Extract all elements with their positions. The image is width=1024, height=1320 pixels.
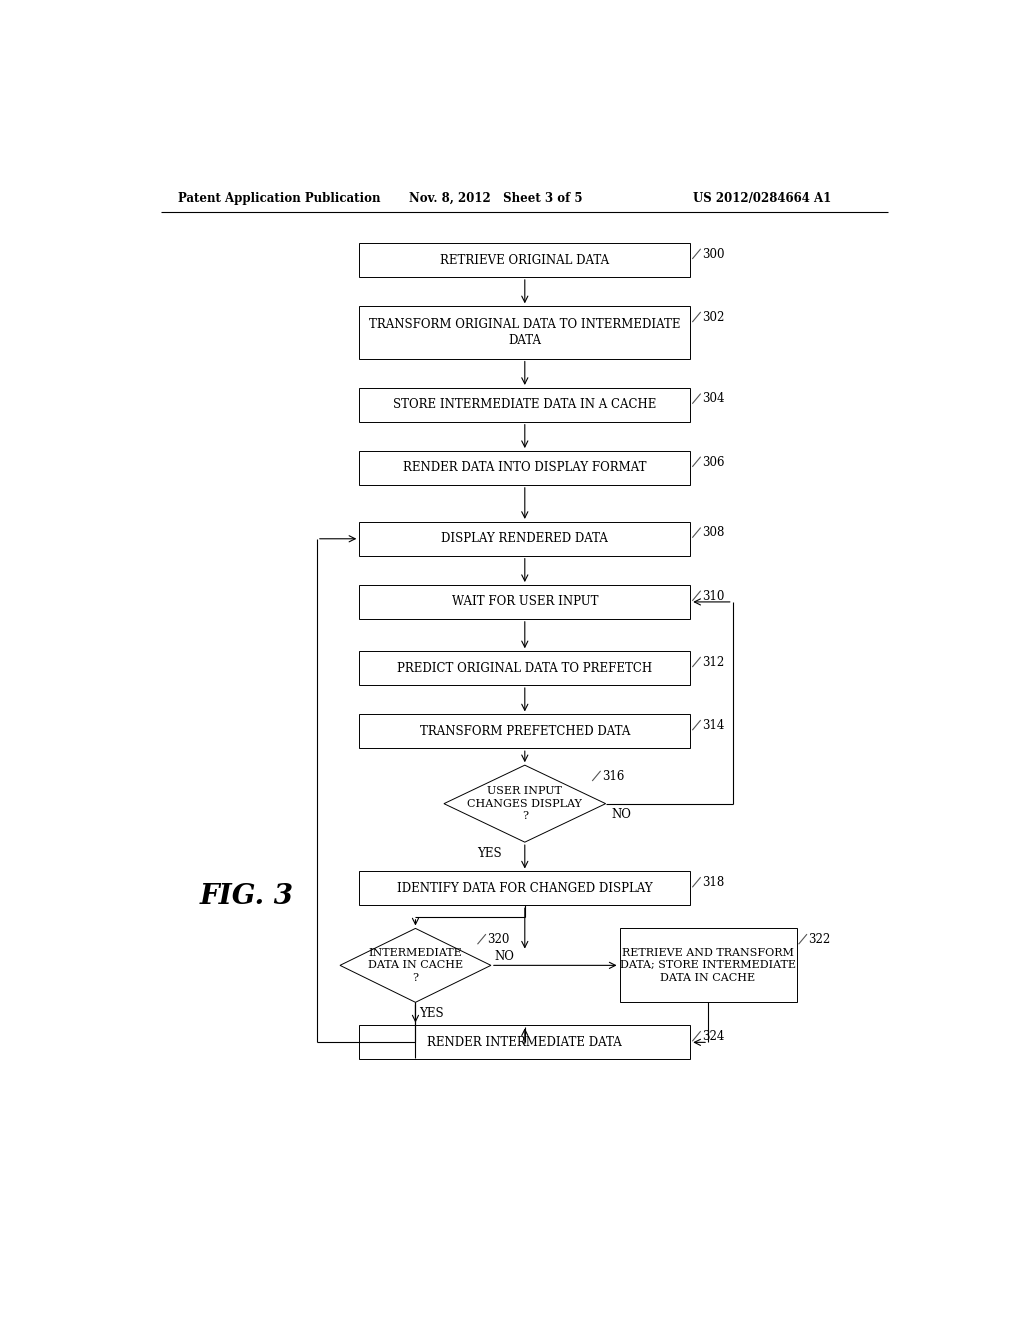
Text: RETRIEVE AND TRANSFORM
DATA; STORE INTERMEDIATE
DATA IN CACHE: RETRIEVE AND TRANSFORM DATA; STORE INTER… [621,948,796,983]
Text: NO: NO [611,808,632,821]
Bar [359,521,690,556]
Text: IDENTIFY DATA FOR CHANGED DISPLAY: IDENTIFY DATA FOR CHANGED DISPLAY [397,882,652,895]
Text: Nov. 8, 2012   Sheet 3 of 5: Nov. 8, 2012 Sheet 3 of 5 [410,191,583,205]
Text: RENDER INTERMEDIATE DATA: RENDER INTERMEDIATE DATA [427,1036,623,1049]
Bar [359,714,690,748]
Text: 314: 314 [701,719,724,733]
Bar [359,1026,690,1059]
Text: 306: 306 [701,455,724,469]
Text: USER INPUT
CHANGES DISPLAY
?: USER INPUT CHANGES DISPLAY ? [467,787,583,821]
Text: YES: YES [419,1007,444,1020]
Text: 312: 312 [701,656,724,669]
Bar [359,388,690,422]
Text: 318: 318 [701,876,724,890]
Bar [359,306,690,359]
Text: 320: 320 [487,933,510,946]
Text: RENDER DATA INTO DISPLAY FORMAT: RENDER DATA INTO DISPLAY FORMAT [403,462,646,474]
Text: YES: YES [477,847,502,861]
Text: 324: 324 [701,1030,724,1043]
Bar [359,585,690,619]
Text: 304: 304 [701,392,724,405]
Text: STORE INTERMEDIATE DATA IN A CACHE: STORE INTERMEDIATE DATA IN A CACHE [393,399,656,412]
Polygon shape [444,766,605,842]
Text: NO: NO [495,949,515,962]
Bar [359,871,690,906]
Text: PREDICT ORIGINAL DATA TO PREFETCH: PREDICT ORIGINAL DATA TO PREFETCH [397,661,652,675]
Text: 310: 310 [701,590,724,603]
Text: 300: 300 [701,248,724,261]
Text: DISPLAY RENDERED DATA: DISPLAY RENDERED DATA [441,532,608,545]
Polygon shape [340,928,490,1002]
Text: RETRIEVE ORIGINAL DATA: RETRIEVE ORIGINAL DATA [440,253,609,267]
Text: TRANSFORM ORIGINAL DATA TO INTERMEDIATE
DATA: TRANSFORM ORIGINAL DATA TO INTERMEDIATE … [369,318,681,347]
Text: 308: 308 [701,527,724,540]
Text: US 2012/0284664 A1: US 2012/0284664 A1 [692,191,830,205]
Bar [359,651,690,685]
Text: WAIT FOR USER INPUT: WAIT FOR USER INPUT [452,595,598,609]
Text: TRANSFORM PREFETCHED DATA: TRANSFORM PREFETCHED DATA [420,725,630,738]
Text: Patent Application Publication: Patent Application Publication [178,191,381,205]
Text: 316: 316 [602,770,625,783]
Text: FIG. 3: FIG. 3 [200,883,294,909]
Text: INTERMEDIATE
DATA IN CACHE
?: INTERMEDIATE DATA IN CACHE ? [368,948,463,983]
Bar [359,451,690,484]
Text: 302: 302 [701,312,724,323]
Bar [359,243,690,277]
Bar [620,928,797,1002]
Text: 322: 322 [808,933,830,946]
